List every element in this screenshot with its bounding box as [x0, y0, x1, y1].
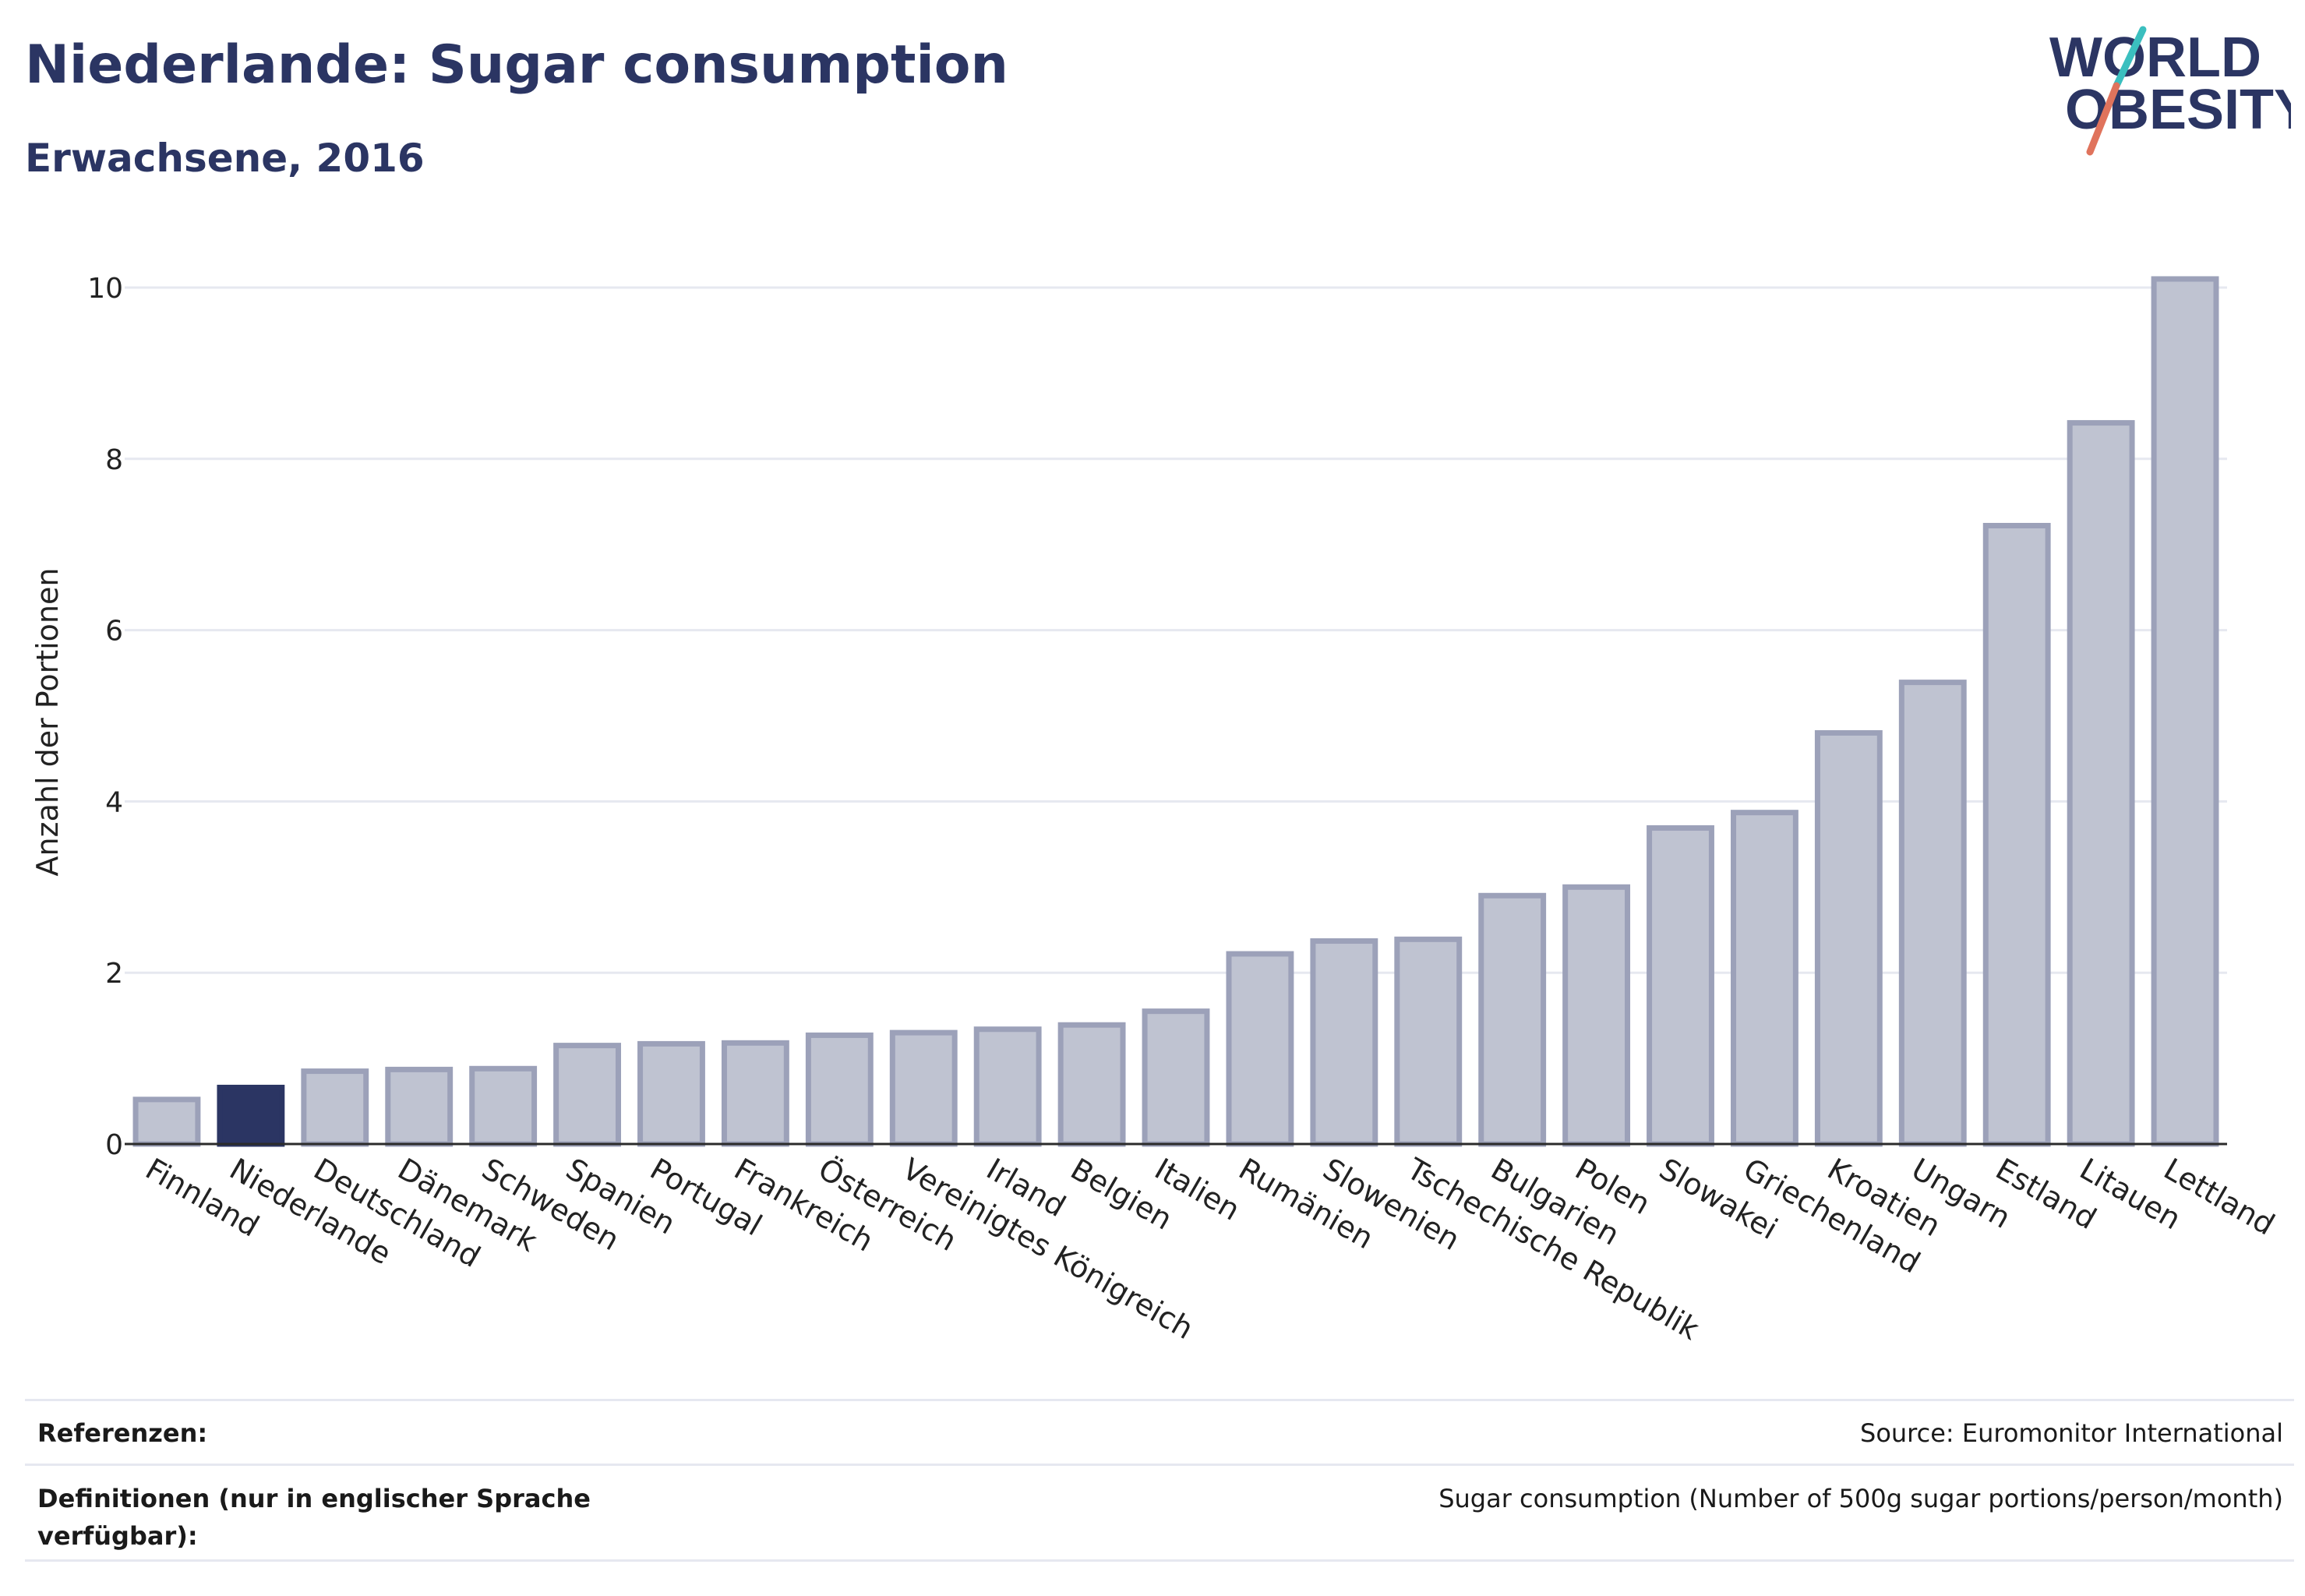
y-tick-label: 6	[105, 616, 123, 648]
bar-bulgarien	[1478, 892, 1547, 1147]
y-tick-label: 8	[105, 444, 123, 476]
bar-chart: 0 2 4 6 8 10 FinnlandNiederlandeDeutschlandDä…	[30, 273, 2280, 1347]
bar-belgien	[1057, 1022, 1126, 1147]
bar-rumänien	[1226, 951, 1294, 1147]
bar-schweden	[469, 1065, 538, 1147]
bar-portugal	[637, 1040, 705, 1147]
definitions-value: Sugar consumption (Number of 500g sugar …	[1438, 1484, 2283, 1513]
bar-niederlande	[217, 1084, 285, 1147]
y-tick-label: 10	[87, 273, 123, 305]
footer: Referenzen: Source: Euromonitor Internat…	[25, 1399, 2294, 1566]
x-tick-label: Lettland	[2159, 1152, 2281, 1242]
bar-ungarn	[1898, 680, 1967, 1147]
bar-vereinigtes-königreich	[889, 1029, 958, 1147]
footer-row-definitions: Definitionen (nur in englischer Sprache …	[25, 1464, 2294, 1562]
y-axis-label: Anzahl der Portionen	[30, 568, 65, 877]
definitions-label: Definitionen (nur in englischer Sprache …	[37, 1484, 591, 1551]
bar-estland	[1982, 522, 2051, 1147]
logo-slash-teal	[2113, 26, 2147, 90]
bar-frankreich	[721, 1040, 789, 1147]
bar-polen	[1562, 884, 1631, 1147]
bar-österreich	[805, 1032, 874, 1147]
bar-irland	[973, 1026, 1042, 1147]
bar-italien	[1142, 1008, 1210, 1147]
bar-dänemark	[385, 1066, 454, 1147]
world-obesity-logo: WORLD OBESITY	[2049, 26, 2291, 156]
y-tick-label: 2	[105, 958, 123, 990]
bar-kroatien	[1814, 729, 1883, 1147]
logo-word-world: WORLD	[2049, 26, 2261, 89]
footer-row-references: Referenzen: Source: Euromonitor Internat…	[25, 1399, 2294, 1466]
bar-slowenien	[1310, 938, 1378, 1147]
bars	[132, 276, 2219, 1147]
bar-slowakei	[1647, 824, 1714, 1147]
bar-lettland	[2151, 276, 2219, 1147]
chart-subtitle: Erwachsene, 2016	[25, 136, 425, 181]
logo-word-obesity: OBESITY	[2065, 79, 2291, 141]
bar-finnland	[132, 1096, 201, 1147]
y-tick-label: 0	[105, 1129, 123, 1161]
chart-title: Niederlande: Sugar consumption	[25, 34, 1008, 96]
x-axis-labels: FinnlandNiederlandeDeutschlandDänemarkSc…	[139, 1151, 2280, 1347]
bar-litauen	[2067, 420, 2135, 1147]
y-axis-ticks: 0 2 4 6 8 10	[87, 273, 123, 1161]
references-label: Referenzen:	[37, 1418, 208, 1448]
logo-slash-coral	[2086, 82, 2120, 156]
references-value: Source: Euromonitor International	[1860, 1418, 2283, 1448]
y-tick-label: 4	[105, 786, 123, 818]
bar-griechenland	[1731, 810, 1798, 1147]
bar-tschechische-republik	[1394, 936, 1463, 1147]
bar-deutschland	[301, 1068, 369, 1147]
bar-spanien	[553, 1043, 621, 1147]
